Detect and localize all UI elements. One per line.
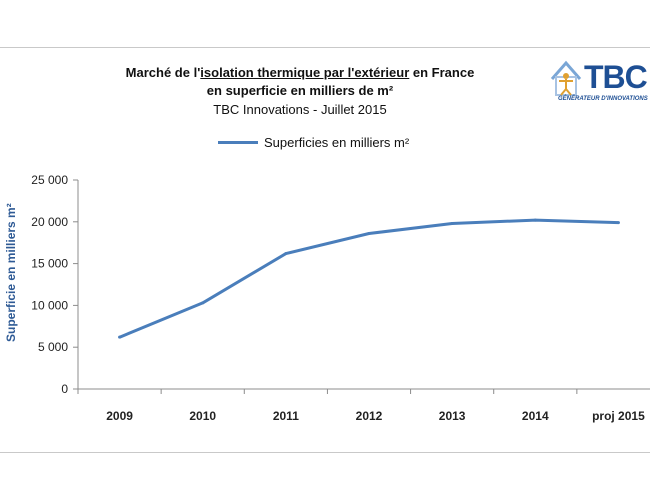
y-tick-label: 15 000 xyxy=(31,257,68,271)
chart-title-line2: en superficie en milliers de m² xyxy=(206,83,394,98)
y-tick-label: 20 000 xyxy=(31,215,68,229)
x-tick-label: proj 2015 xyxy=(592,409,645,423)
y-tick-label: 10 000 xyxy=(31,298,68,312)
x-tick-label: 2009 xyxy=(106,409,133,423)
title-underlined-text: isolation thermique par l'extérieur xyxy=(200,65,410,80)
top-border-line xyxy=(0,47,650,48)
data-point xyxy=(533,218,537,222)
y-tick-label: 5 000 xyxy=(38,340,68,354)
x-tick-label: 2014 xyxy=(522,409,549,423)
x-tick-label: 2011 xyxy=(273,409,299,423)
data-point xyxy=(284,252,288,256)
legend: Superficies en milliers m² xyxy=(218,133,409,151)
series-line xyxy=(119,218,619,339)
data-point xyxy=(616,221,620,225)
legend-swatch xyxy=(218,140,258,144)
bottom-border-line xyxy=(0,452,650,453)
x-tick-label: 2010 xyxy=(189,409,216,423)
tbc-logo: TBC GÉNÉRATEUR D'INNOVATIONS xyxy=(548,55,650,105)
logo-tagline: GÉNÉRATEUR D'INNOVATIONS xyxy=(558,96,648,102)
data-point xyxy=(118,335,122,339)
chart-subtitle: TBC Innovations - Juillet 2015 xyxy=(213,102,387,117)
house-person-icon xyxy=(550,60,582,96)
legend-label: Superficies en milliers m² xyxy=(264,134,410,150)
data-point xyxy=(201,301,205,305)
logo-text: TBC xyxy=(584,59,648,95)
y-tick-label: 0 xyxy=(61,382,68,396)
y-tick-label: 25 000 xyxy=(31,173,68,187)
chart-title-line1: Marché de l'isolation thermique par l'ex… xyxy=(125,65,475,80)
x-tick-label: 2013 xyxy=(439,409,466,423)
data-point xyxy=(367,232,371,236)
data-point xyxy=(450,221,454,225)
x-tick-label: 2012 xyxy=(356,409,383,423)
